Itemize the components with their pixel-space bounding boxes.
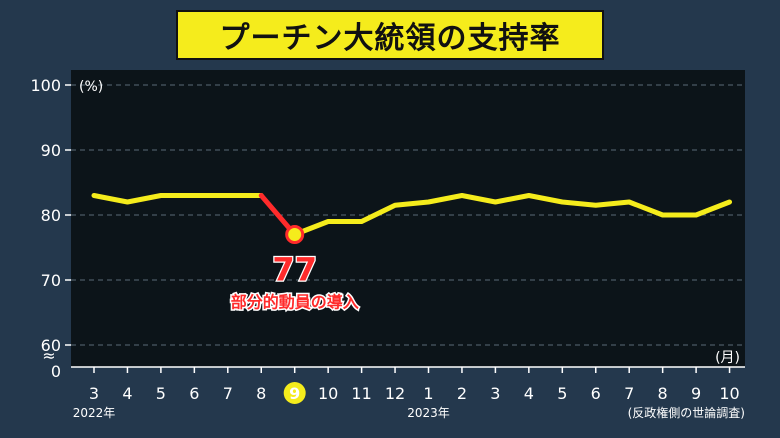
y-tick-label: 80 xyxy=(41,206,61,225)
x-tick-label: 10 xyxy=(318,384,338,403)
x-tick-label: 8 xyxy=(256,384,266,403)
x-tick-label: 4 xyxy=(524,384,534,403)
grid-lines xyxy=(71,84,745,346)
x-tick-label: 3 xyxy=(89,384,99,403)
y-tick-label: 90 xyxy=(41,141,61,160)
y-tick-label-zero: 0 xyxy=(51,362,61,381)
annotation-label: 部分的動員の導入 xyxy=(231,293,359,312)
x-tick-label: 9 xyxy=(289,384,300,403)
y-axis-ticks: 100 90 80 70 60 0≈ xyxy=(30,76,71,381)
series-line xyxy=(292,193,733,237)
annotation: 77 部分的動員の導入 xyxy=(229,249,360,313)
x-tick-label: 10 xyxy=(719,384,739,403)
y-tick-label: 60 xyxy=(41,336,61,355)
plot-area xyxy=(71,70,745,367)
x-tick-label: 5 xyxy=(156,384,166,403)
highlight-point xyxy=(285,225,305,244)
year-label: 2023年 xyxy=(407,406,450,420)
x-tick-label: 8 xyxy=(658,384,668,403)
x-tick-label: 7 xyxy=(624,384,634,403)
x-tick-label: 7 xyxy=(223,384,233,403)
y-axis-unit: (%) xyxy=(79,79,103,95)
x-tick-label: 11 xyxy=(351,384,371,403)
source-note: (反政権側の世論調査) xyxy=(628,405,745,420)
year-label: 2022年 xyxy=(73,406,116,420)
x-tick-label: 1 xyxy=(423,384,433,403)
chart-title: プーチン大統領の支持率 xyxy=(176,10,604,60)
x-tick-label: 9 xyxy=(691,384,701,403)
annotation-value: 77 xyxy=(272,251,317,289)
x-tick-label: 6 xyxy=(189,384,199,403)
x-tick-label: 2 xyxy=(457,384,467,403)
series-line xyxy=(91,193,264,205)
series-lines xyxy=(91,193,733,244)
x-tick-label: 12 xyxy=(385,384,405,403)
x-tick-label: 4 xyxy=(122,384,132,403)
axis-break-mark: ≈ xyxy=(42,346,55,365)
x-axis-unit: (月) xyxy=(715,350,740,366)
y-tick-label: 70 xyxy=(41,271,61,290)
x-tick-label: 6 xyxy=(591,384,601,403)
y-tick-label: 100 xyxy=(30,76,61,95)
x-tick-highlight-badge xyxy=(283,382,306,404)
x-tick-label: 5 xyxy=(557,384,567,403)
x-tick-label: 3 xyxy=(490,384,500,403)
